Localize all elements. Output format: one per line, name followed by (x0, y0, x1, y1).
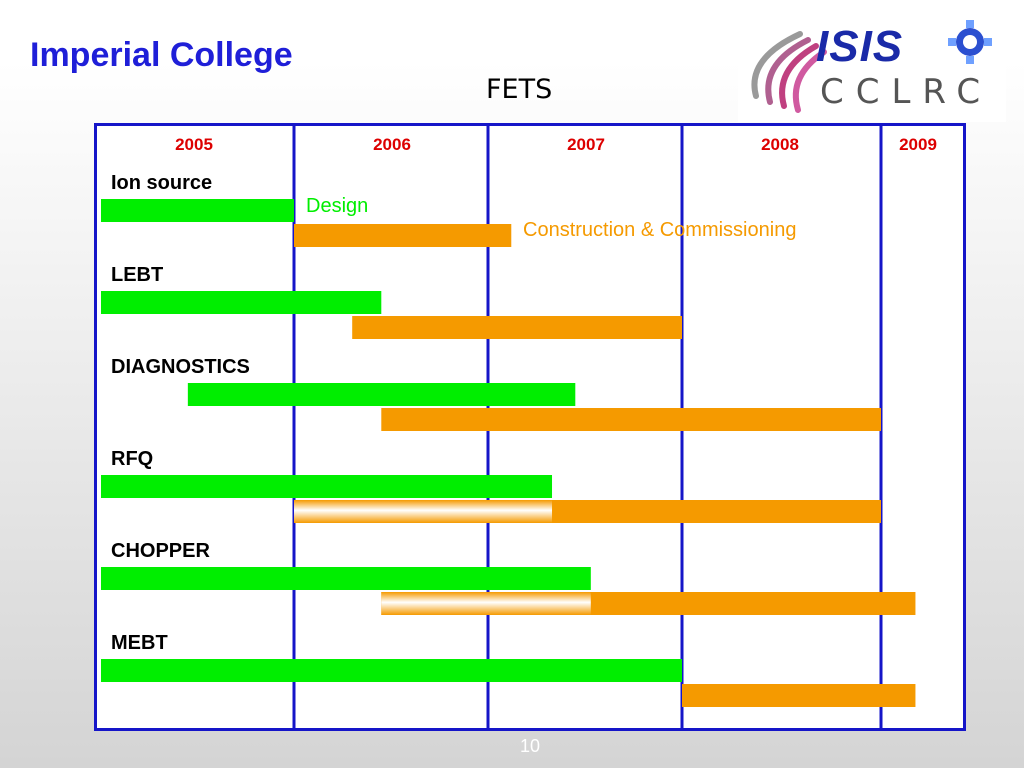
overlap-bar (381, 592, 591, 615)
logo-swirl-icon (751, 20, 992, 113)
design-bar (101, 199, 294, 222)
task-label: CHOPPER (111, 540, 210, 562)
isis-cclrc-logo (738, 14, 1006, 122)
task-label: MEBT (111, 632, 168, 654)
construction-bar (352, 316, 682, 339)
logo-isis-text: ISIS (816, 22, 904, 71)
task-label: LEBT (111, 264, 163, 286)
construction-bar (294, 224, 512, 247)
design-bar (187, 383, 576, 406)
year-label: 2008 (761, 135, 799, 154)
legend-construction-label: Construction & Commissioning (523, 219, 796, 241)
overlap-bar (294, 500, 553, 523)
slide-title: FETS (486, 74, 553, 105)
year-label: 2009 (899, 135, 937, 154)
page-number: 10 (520, 736, 541, 756)
year-label: 2006 (373, 135, 411, 154)
year-label: 2005 (175, 135, 213, 154)
design-bar (101, 659, 682, 682)
task-label: RFQ (111, 448, 153, 470)
design-bar (101, 291, 382, 314)
org-title: Imperial College (30, 36, 293, 74)
task-label: DIAGNOSTICS (111, 356, 250, 378)
year-label: 2007 (567, 135, 605, 154)
logo-cclrc-text: CCLRC (820, 72, 993, 112)
design-bar (101, 475, 553, 498)
construction-bar (682, 684, 916, 707)
construction-bar (381, 408, 881, 431)
legend-design-label: Design (306, 195, 368, 217)
design-bar (101, 567, 591, 590)
task-label: Ion source (111, 172, 212, 194)
